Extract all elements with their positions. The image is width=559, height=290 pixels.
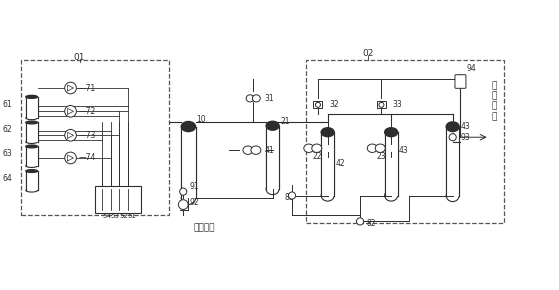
Text: 42: 42 xyxy=(336,159,345,168)
Text: 81: 81 xyxy=(285,193,294,202)
Text: 32: 32 xyxy=(329,100,339,109)
Ellipse shape xyxy=(26,116,37,120)
Text: 61: 61 xyxy=(3,100,12,109)
Circle shape xyxy=(65,129,77,141)
Text: 52: 52 xyxy=(119,213,128,219)
Ellipse shape xyxy=(321,128,334,137)
Text: 气
气
管
网: 气 气 管 网 xyxy=(491,81,497,121)
Text: 64: 64 xyxy=(2,174,12,183)
Text: 54: 54 xyxy=(102,213,111,219)
FancyBboxPatch shape xyxy=(455,75,466,88)
Text: 重整进料: 重整进料 xyxy=(193,224,215,233)
Ellipse shape xyxy=(246,95,254,102)
Ellipse shape xyxy=(266,121,279,130)
Text: 53: 53 xyxy=(111,213,120,219)
FancyBboxPatch shape xyxy=(446,127,459,195)
Circle shape xyxy=(379,102,384,107)
Ellipse shape xyxy=(26,170,37,173)
Ellipse shape xyxy=(26,145,37,148)
Circle shape xyxy=(357,218,363,225)
Circle shape xyxy=(178,200,188,209)
FancyBboxPatch shape xyxy=(266,126,279,189)
Ellipse shape xyxy=(26,188,37,192)
Circle shape xyxy=(65,82,77,94)
Ellipse shape xyxy=(446,189,459,202)
Ellipse shape xyxy=(312,144,322,153)
FancyBboxPatch shape xyxy=(181,126,196,198)
Ellipse shape xyxy=(26,121,37,124)
Text: 62: 62 xyxy=(3,125,12,134)
Ellipse shape xyxy=(385,128,397,137)
Ellipse shape xyxy=(385,190,397,201)
Text: 91: 91 xyxy=(190,182,200,191)
Text: 31: 31 xyxy=(264,94,274,103)
FancyBboxPatch shape xyxy=(94,186,141,213)
Text: —71: —71 xyxy=(78,84,96,93)
Ellipse shape xyxy=(367,144,377,153)
Ellipse shape xyxy=(251,146,261,154)
Ellipse shape xyxy=(375,144,385,153)
Ellipse shape xyxy=(446,122,459,132)
Ellipse shape xyxy=(26,140,37,144)
Circle shape xyxy=(315,102,320,107)
Text: 01: 01 xyxy=(74,52,86,61)
Text: 43: 43 xyxy=(399,146,409,155)
Text: 22: 22 xyxy=(313,152,323,161)
Text: 02: 02 xyxy=(363,49,374,58)
Text: 63: 63 xyxy=(2,149,12,158)
Ellipse shape xyxy=(181,122,196,132)
Text: 51: 51 xyxy=(127,213,136,219)
Text: 10: 10 xyxy=(196,115,206,124)
Text: 21: 21 xyxy=(281,117,290,126)
Ellipse shape xyxy=(181,192,196,204)
Ellipse shape xyxy=(243,146,253,154)
Text: 41: 41 xyxy=(265,146,274,155)
FancyBboxPatch shape xyxy=(26,171,37,190)
Text: —73: —73 xyxy=(78,131,96,140)
Circle shape xyxy=(179,188,187,195)
Text: 94: 94 xyxy=(467,64,477,72)
Ellipse shape xyxy=(253,95,260,102)
FancyBboxPatch shape xyxy=(385,132,397,195)
Circle shape xyxy=(288,192,296,199)
FancyBboxPatch shape xyxy=(377,101,386,108)
FancyBboxPatch shape xyxy=(314,101,323,108)
Circle shape xyxy=(449,134,456,141)
Text: 82: 82 xyxy=(367,219,376,228)
Ellipse shape xyxy=(321,190,334,201)
FancyBboxPatch shape xyxy=(26,97,37,118)
Ellipse shape xyxy=(26,164,37,167)
Circle shape xyxy=(65,152,77,164)
Text: 23: 23 xyxy=(376,152,386,161)
Ellipse shape xyxy=(26,95,37,98)
Circle shape xyxy=(65,106,77,117)
Text: 92: 92 xyxy=(190,197,200,206)
Ellipse shape xyxy=(266,184,279,195)
Text: 33: 33 xyxy=(392,100,402,109)
FancyBboxPatch shape xyxy=(321,132,334,195)
Text: —74: —74 xyxy=(78,153,96,162)
Text: 43: 43 xyxy=(461,122,470,131)
Ellipse shape xyxy=(304,144,314,153)
Text: —72: —72 xyxy=(78,107,96,116)
FancyBboxPatch shape xyxy=(26,146,37,166)
FancyBboxPatch shape xyxy=(26,122,37,142)
Text: 93: 93 xyxy=(461,133,470,142)
